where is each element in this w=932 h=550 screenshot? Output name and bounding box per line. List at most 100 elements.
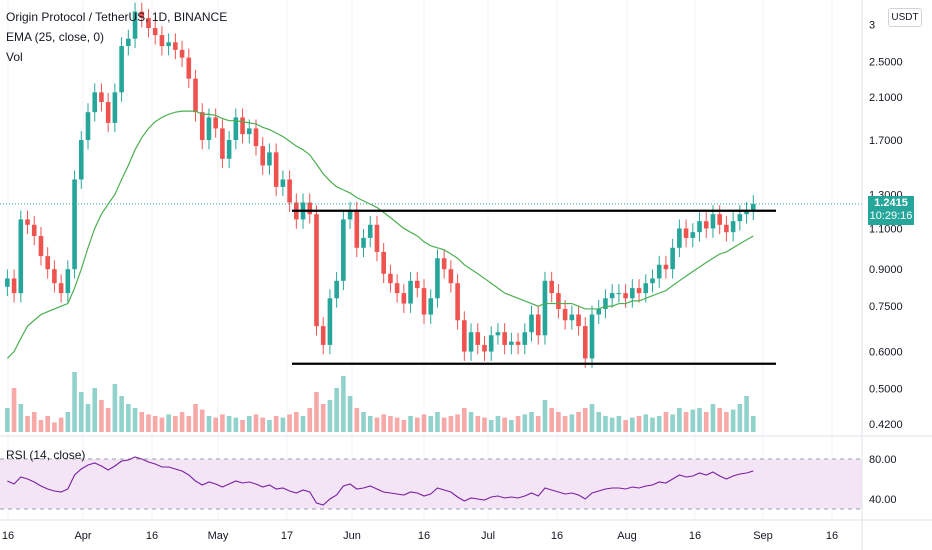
candle-body [744,210,749,215]
vol-legend[interactable]: Vol [6,50,23,64]
candle-body [428,298,434,315]
volume-bar [52,422,57,432]
time-tick-label: Jun [343,530,361,542]
candle-body [260,146,266,166]
candle-body [421,288,427,315]
volume-bar [280,417,286,432]
volume-bar [18,404,24,432]
volume-bar [253,414,259,432]
candle-body [18,219,24,294]
volume-bar [11,388,17,432]
volume-bar [730,409,736,432]
volume-bar [65,412,71,432]
volume-bar [72,372,77,432]
volume-bar [636,416,642,432]
time-tick-label: 16 [689,530,701,542]
volume-bar [347,396,353,432]
volume-bar [609,417,615,432]
price-tick-label: 3 [869,20,875,32]
candle-body [246,128,252,135]
candle-body [92,92,98,113]
volume-bar [603,416,608,432]
candle-body [596,308,602,315]
candle-body [697,221,702,233]
candle-body [327,298,333,345]
time-tick-label: 17 [281,530,293,542]
currency-button[interactable]: USDT [888,8,922,27]
price-tick-label: 0.9000 [869,264,903,276]
candle-body [616,293,622,295]
price-tick-label: 0.4200 [869,419,903,431]
rsi-axis: 80.00 40.00 [869,454,897,506]
candle-body [582,326,588,359]
volume-bar [294,412,299,432]
candle-body [341,219,346,281]
candle-body [11,278,17,294]
candle-body [314,214,319,327]
volume-bar [112,384,118,432]
grid-lines [7,0,833,520]
volume-bar [307,408,313,432]
volume-bar [300,416,306,432]
volume-bar [213,417,218,432]
candle-body [656,264,662,279]
rsi-band [0,459,862,509]
volume-bar [38,420,44,432]
volume-bar [394,417,400,432]
candle-body [542,280,548,336]
volume-bar [556,412,561,432]
volume-bar [341,376,346,432]
candle-body [220,128,225,159]
volume-bar [139,412,145,432]
candle-body [367,224,373,238]
candle-body [455,283,460,321]
volume-bar [650,417,655,432]
volume-bar [542,400,548,432]
candle-body [636,288,642,294]
volume-bar [522,414,528,432]
rsi-line [7,456,754,506]
price-tick-label: 1.7000 [869,135,903,147]
volume-bar [549,408,554,432]
candle-body [78,140,84,180]
candle-body [361,237,366,248]
candle-body [126,38,131,47]
volume-bar [105,408,111,432]
candle-body [522,332,528,345]
rsi-legend[interactable]: RSI (14, close) [6,448,86,462]
rsi-tick-label: 40.00 [869,494,897,506]
candle-body [488,335,494,352]
volume-bar [146,414,151,432]
volume-bar [374,417,380,432]
price-axis[interactable]: 32.50002.10001.70001.30001.10000.90000.7… [869,20,903,431]
volume-bar [193,404,198,432]
volume-bar [683,412,689,432]
candle-body [280,179,286,187]
time-tick-label: 16 [2,530,14,542]
volume-bar [535,416,541,432]
volume-bar [25,416,30,432]
candle-body [267,152,272,166]
candle-body [240,117,245,135]
volume-bar [495,416,501,432]
ema-legend[interactable]: EMA (25, close, 0) [6,30,105,44]
candle-body [703,221,709,229]
candle-body [354,210,360,248]
candle-body [408,280,413,304]
candle-body [119,46,124,93]
volume-bar [468,412,474,432]
symbol-title[interactable]: Origin Protocol / TetherUS, 1D, BINANCE [6,10,228,24]
volume-bar [677,408,682,432]
candle-body [576,314,581,327]
candle-body [132,11,138,39]
volume-bar [515,416,521,432]
price-tick-label: 1.1000 [869,223,903,235]
time-tick-label: Jul [481,530,495,542]
volume-bar [562,416,568,432]
candle-body [45,256,50,270]
volume-bar [488,420,494,432]
time-axis[interactable]: 16 Apr 16 May 17 Jun 16 Jul 16 Aug 16 Sep 16 [2,530,838,542]
volume-bar [240,420,245,432]
candle-body [52,269,57,284]
